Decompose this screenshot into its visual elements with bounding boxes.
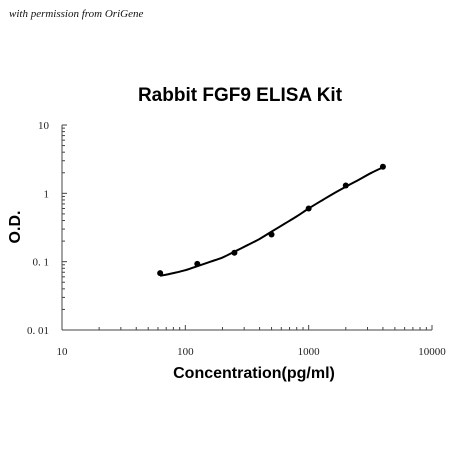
data-point	[268, 231, 275, 238]
y-axis-label: O.D.	[7, 211, 24, 244]
y-axis-tick-labels: 0. 01 0. 1 1 10	[27, 120, 50, 337]
fit-curve	[159, 166, 384, 277]
x-axis-tick-labels: 10 100 1000 10000	[57, 346, 447, 358]
y-tick-label: 10	[38, 120, 50, 132]
data-points	[157, 163, 386, 277]
data-point	[379, 163, 386, 170]
y-axis-ticks	[62, 124, 67, 331]
x-axis-label: Concentration(pg/ml)	[173, 365, 335, 382]
plot-area: 10 100 1000 10000 0. 01 0. 1 1 10	[27, 120, 446, 358]
chart-title: Rabbit FGF9 ELISA Kit	[138, 85, 343, 106]
permission-credit: with permission from OriGene	[9, 8, 144, 20]
data-point	[194, 260, 201, 267]
data-point	[305, 205, 312, 212]
x-tick-label: 1000	[298, 346, 321, 358]
data-point	[231, 249, 238, 256]
x-axis-ticks	[61, 325, 433, 330]
x-tick-label: 10000	[418, 346, 446, 358]
data-point	[342, 182, 349, 189]
y-tick-label: 0. 1	[33, 257, 50, 269]
y-tick-label: 0. 01	[27, 325, 49, 337]
x-tick-label: 10	[57, 346, 69, 358]
data-point	[157, 270, 164, 277]
x-tick-label: 100	[177, 346, 194, 358]
y-tick-label: 1	[44, 188, 50, 200]
